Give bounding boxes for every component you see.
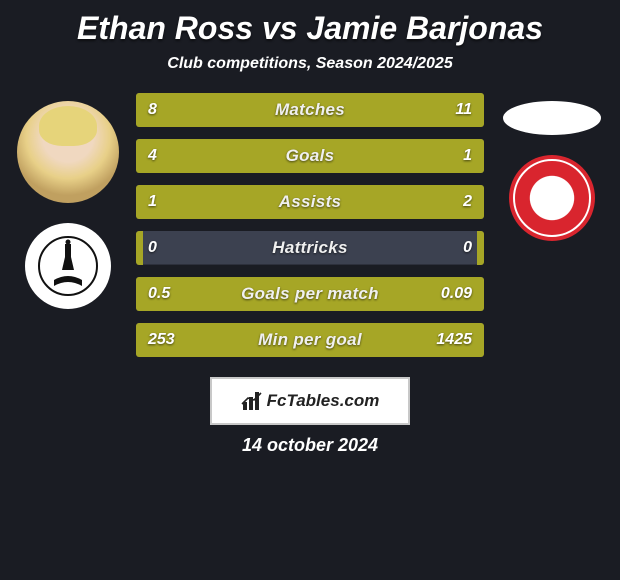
stat-label: Goals	[136, 139, 484, 173]
stat-row: Goals4 1	[136, 139, 484, 173]
stat-row: Goals per match0.5 0.09	[136, 277, 484, 311]
player1-photo	[17, 101, 119, 203]
stat-row: Assists1 2	[136, 185, 484, 219]
stat-label: Goals per match	[136, 277, 484, 311]
stat-value-p1: 0.5	[148, 277, 170, 311]
stat-value-p2: 0	[463, 231, 472, 265]
stat-label: Hattricks	[136, 231, 484, 265]
stat-label: Matches	[136, 93, 484, 127]
stat-label: Assists	[136, 185, 484, 219]
stat-value-p2: 1425	[436, 323, 472, 357]
stat-label: Min per goal	[136, 323, 484, 357]
player2-photo	[503, 101, 601, 135]
player1-club-badge	[25, 223, 111, 309]
subtitle: Club competitions, Season 2024/2025	[0, 55, 620, 73]
stat-row: Min per goal253 1425	[136, 323, 484, 357]
stat-value-p1: 253	[148, 323, 175, 357]
stats-chart: Matches811Goals41Assists12Hattricks00Goa…	[128, 93, 492, 369]
chart-icon	[241, 390, 263, 412]
stat-value-p1: 4	[148, 139, 157, 173]
credit-badge: FcTables.com	[210, 377, 410, 425]
stat-row: Hattricks0 0	[136, 231, 484, 265]
stat-value-p1: 1	[148, 185, 157, 219]
stat-value-p2: 1	[463, 139, 472, 173]
stat-value-p1: 0	[148, 231, 157, 265]
credit-text: FcTables.com	[267, 391, 380, 411]
club2-icon: ★ ★ ★ ★	[530, 176, 574, 220]
date-text: 14 october 2024	[0, 435, 620, 456]
player2-club-badge: ★ ★ ★ ★	[509, 155, 595, 241]
club1-icon	[38, 236, 98, 296]
stat-row: Matches8 11	[136, 93, 484, 127]
stat-value-p2: 2	[463, 185, 472, 219]
page-title: Ethan Ross vs Jamie Barjonas	[0, 10, 620, 47]
stat-value-p1: 8	[148, 93, 157, 127]
stat-value-p2: 11	[455, 93, 472, 127]
stat-value-p2: 0.09	[441, 277, 472, 311]
